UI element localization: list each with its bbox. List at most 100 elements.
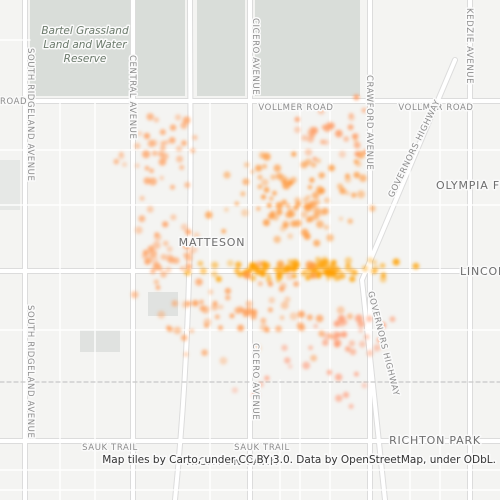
location-dot (261, 178, 269, 187)
area-label: Reserve (64, 53, 107, 65)
location-dot (366, 315, 373, 323)
location-dot (275, 325, 282, 333)
location-dot (148, 177, 157, 186)
location-dot (118, 153, 125, 160)
location-dot (334, 373, 343, 381)
location-dot (257, 184, 263, 190)
location-dot (363, 334, 370, 340)
road-label: CENTRAL AVENUE (127, 55, 137, 139)
location-dot (147, 139, 156, 148)
location-dot (389, 316, 396, 323)
location-dot (182, 116, 191, 124)
location-dot (294, 197, 301, 204)
location-dot (326, 234, 334, 242)
location-dot (197, 260, 204, 267)
location-dot (162, 221, 169, 228)
location-dot (113, 158, 120, 165)
place-label: MATTESON (179, 236, 246, 249)
land-areas (0, 0, 360, 352)
location-dot (313, 239, 321, 247)
location-dot (155, 285, 161, 290)
location-dot (318, 330, 325, 337)
location-dot (199, 305, 206, 312)
location-dot (276, 208, 283, 216)
road-label: CICERO AVENUE (250, 18, 260, 95)
location-dot (244, 162, 250, 168)
location-dot (303, 232, 311, 240)
location-dot (218, 304, 224, 310)
location-dot (281, 344, 288, 351)
location-dot (329, 262, 336, 270)
location-dot (392, 258, 400, 266)
location-dot (353, 141, 361, 149)
location-dot (169, 124, 177, 131)
location-dot (157, 310, 166, 319)
location-dot (310, 273, 317, 280)
location-dot (321, 258, 329, 267)
location-dot (122, 162, 127, 167)
location-dot (144, 165, 150, 171)
location-dot (214, 314, 220, 320)
location-dot (323, 224, 329, 230)
location-dot (381, 343, 387, 349)
location-dot (347, 124, 354, 131)
location-dot (269, 196, 274, 201)
location-dot (304, 148, 313, 156)
location-dot (257, 174, 263, 180)
location-dot (270, 174, 277, 181)
location-dot (326, 369, 333, 376)
location-dot (335, 394, 343, 402)
location-dot (335, 129, 343, 138)
location-dot (250, 262, 258, 270)
location-dot (153, 279, 160, 285)
location-dot (301, 134, 308, 142)
location-dot (257, 281, 263, 287)
location-dot (340, 331, 348, 338)
location-dot (149, 168, 155, 174)
location-dot (358, 340, 366, 348)
location-dot (188, 249, 194, 256)
location-dot (310, 354, 317, 362)
location-dot (234, 201, 239, 206)
location-dot (312, 156, 317, 162)
location-dot (185, 229, 192, 236)
location-dot (379, 262, 386, 269)
location-dot (201, 349, 208, 357)
location-dot (137, 131, 143, 137)
location-dot (229, 313, 235, 319)
location-dots (113, 94, 420, 409)
location-dot (160, 253, 167, 261)
location-dot (170, 214, 177, 221)
location-dot (189, 328, 195, 334)
location-dot (146, 113, 154, 121)
location-dot (165, 266, 172, 273)
location-dot (262, 152, 271, 161)
location-dot (326, 275, 332, 281)
location-dot (373, 344, 381, 352)
location-dot (243, 272, 251, 280)
location-dot (275, 201, 283, 210)
location-dot (258, 381, 264, 388)
location-dot (338, 150, 346, 158)
location-dot (333, 320, 341, 327)
location-dot (273, 235, 281, 244)
location-dot (311, 191, 320, 200)
location-dot (291, 151, 297, 157)
location-dot (323, 139, 330, 146)
location-dot (363, 149, 369, 155)
location-dot (342, 391, 350, 398)
location-dot (294, 116, 300, 123)
location-dot (298, 324, 306, 332)
location-dot (297, 310, 305, 318)
location-dot (348, 403, 354, 409)
location-dot (358, 328, 364, 333)
location-dot (322, 339, 329, 346)
location-dot (354, 314, 363, 323)
location-dot (352, 269, 358, 276)
location-dot (167, 326, 173, 333)
location-dot (211, 270, 218, 278)
location-dot (168, 137, 176, 144)
location-dot (354, 151, 361, 157)
location-dot (262, 163, 268, 169)
location-dot (256, 206, 261, 211)
